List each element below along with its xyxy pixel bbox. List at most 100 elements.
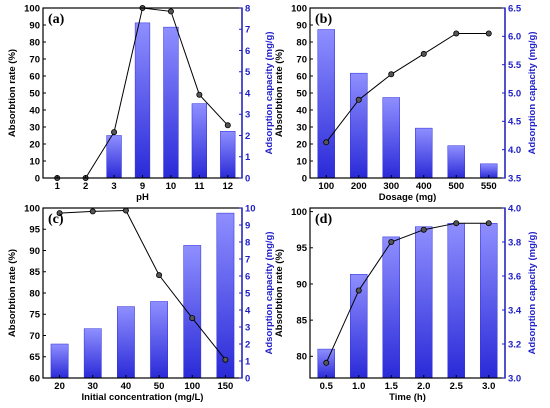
y-left-tick-label: 40 (29, 105, 40, 116)
y-left-tick-label: 90 (296, 20, 307, 31)
bar-200 (350, 72, 368, 179)
bar-3 (106, 135, 122, 179)
rate-point-3 (111, 129, 118, 136)
y-left-tick-label: 20 (296, 139, 307, 150)
rate-point-1.5 (388, 238, 395, 245)
y-right-tick-label: 4 (245, 305, 251, 316)
x-tick-label: 2.5 (450, 381, 464, 392)
y-left-tick-label: 70 (29, 54, 40, 65)
x-tick-label: 40 (121, 381, 132, 392)
bar-11 (191, 103, 208, 179)
rate-line (325, 33, 489, 143)
y-right-tick-label: 3.5 (508, 173, 522, 184)
y-left-tick-label: 60 (296, 71, 307, 82)
x-tick-label: 50 (154, 381, 165, 392)
panel-label: (b) (315, 12, 332, 27)
y-left-axis-label: Absorbtion rate (%) (7, 49, 18, 137)
y-left-tick-label: 80 (296, 37, 307, 48)
y-right-tick-label: 7 (245, 25, 250, 36)
y-right-tick-label: 1 (245, 152, 251, 163)
x-tick-label: 30 (87, 381, 98, 392)
y-right-tick-label: 6 (245, 46, 250, 57)
y-left-tick-label: 60 (29, 71, 40, 82)
bar-40 (117, 306, 135, 379)
rate-point-10 (167, 8, 174, 15)
y-left-tick-label: 70 (29, 331, 40, 342)
x-tick-label: 1.5 (385, 381, 399, 392)
y-left-tick-label: 80 (29, 37, 40, 48)
panel-label: (d) (315, 212, 332, 227)
rate-point-40 (122, 207, 129, 214)
rate-point-500 (453, 30, 460, 37)
y-left-tick-label: 0 (35, 173, 40, 184)
bar-10 (163, 26, 179, 179)
y-left-tick-label: 100 (24, 3, 40, 14)
bar-400 (415, 127, 433, 179)
rate-point-50 (156, 272, 163, 279)
y-right-tick-label: 4 (245, 88, 251, 99)
y-right-tick-label: 6.0 (508, 32, 521, 43)
x-tick-label: 100 (318, 181, 334, 192)
x-tick-label: 20 (54, 381, 65, 392)
rate-point-200 (355, 96, 362, 103)
y-left-tick-label: 10 (296, 156, 307, 167)
panel-label: (c) (48, 212, 64, 227)
y-right-tick-label: 3.2 (508, 339, 521, 350)
y-right-tick-label: 10 (245, 203, 256, 214)
y-right-tick-label: 5 (245, 67, 251, 78)
y-right-tick-label: 4.5 (508, 117, 522, 128)
y-right-tick-label: 2 (245, 339, 250, 350)
x-tick-label: 0.5 (320, 381, 334, 392)
y-left-tick-label: 75 (29, 310, 40, 321)
y-left-tick-label: 30 (29, 122, 40, 133)
y-left-tick-label: 40 (296, 105, 307, 116)
rate-point-2.5 (453, 220, 460, 227)
rate-point-2.0 (420, 226, 427, 233)
y-right-axis-label: Adsorption capacity (mg/g) (527, 232, 538, 355)
plot-frame (42, 207, 243, 379)
y-left-tick-label: 10 (29, 156, 40, 167)
bar-300 (382, 97, 400, 179)
y-left-axis-label: Absorbtion rate (%) (274, 49, 285, 137)
y-left-tick-label: 50 (296, 88, 307, 99)
rate-point-550 (485, 30, 492, 37)
y-right-tick-label: 9 (245, 220, 250, 231)
panel-label: (a) (48, 12, 65, 27)
y-left-tick-label: 90 (29, 246, 40, 257)
y-left-tick-label: 85 (296, 315, 307, 326)
y-right-tick-label: 5.0 (508, 88, 521, 99)
x-tick-label: 400 (416, 181, 432, 192)
y-left-tick-label: 90 (29, 20, 40, 31)
y-left-tick-label: 80 (296, 352, 307, 363)
bar-20 (50, 343, 69, 379)
bar-150 (216, 212, 235, 379)
x-tick-label: 1.0 (352, 381, 365, 392)
y-left-tick-label: 100 (24, 203, 40, 214)
x-axis-label: Initial concentration (mg/L) (82, 392, 204, 403)
x-axis-label: Dosage (mg) (379, 192, 437, 203)
x-tick-label: 500 (448, 181, 464, 192)
y-left-tick-label: 30 (296, 122, 307, 133)
y-right-axis-label: Adsorption capacity (mg/g) (264, 232, 275, 355)
bar-1.5 (382, 236, 400, 379)
rate-point-3.0 (485, 220, 492, 227)
y-left-tick-label: 50 (29, 88, 40, 99)
y-left-tick-label: 95 (296, 243, 307, 254)
x-axis-label: pH (136, 192, 149, 203)
x-tick-label: 3.0 (482, 381, 495, 392)
y-right-tick-label: 7 (245, 254, 250, 265)
rate-point-1.0 (355, 287, 362, 294)
rate-point-11 (196, 91, 203, 98)
chart-panel-a: 1 2 3 9 10 11 12pH0102030405060708090100012345… (7, 3, 275, 203)
y-left-tick-label: 20 (29, 139, 40, 150)
chart-panel-d: 0.5 1.0 1.5 2.0 2.5 3.0 Time (h) 80 85 90 95 100 3.0… (274, 203, 538, 403)
bar-30 (83, 328, 102, 379)
y-right-tick-label: 2 (245, 131, 250, 142)
y-left-tick-label: 90 (296, 279, 307, 290)
y-left-tick-label: 0 (302, 173, 307, 184)
bar-500 (447, 145, 465, 179)
x-tick-label: 12 (222, 181, 233, 192)
rate-point-12 (224, 122, 231, 129)
rate-line (59, 210, 226, 361)
